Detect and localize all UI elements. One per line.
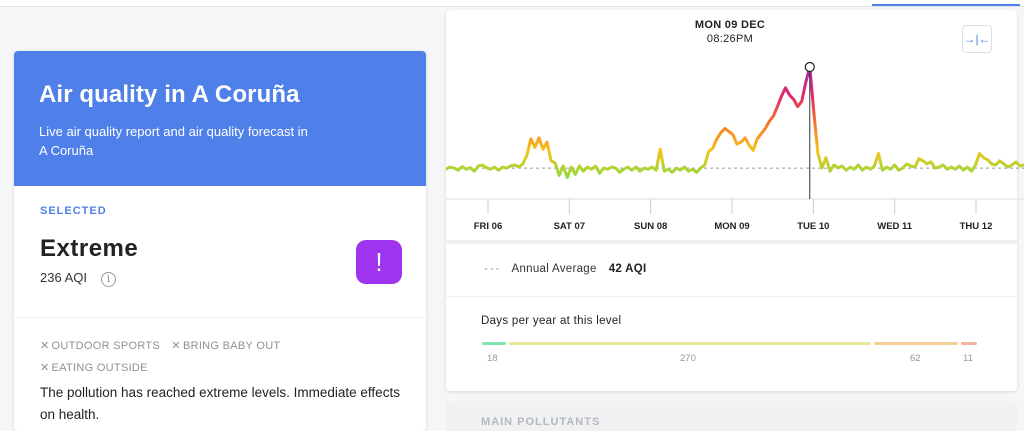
extreme-alert-icon: ! [356,240,402,284]
dashed-line-icon: --- [484,263,502,275]
aqi-line-chart[interactable]: FRI 06 SAT 07 SUN 08 MON 09 TUE 10 WED 11 THU … [446,0,1024,240]
selected-point-marker[interactable] [804,61,815,73]
main-pollutants-card[interactable]: MAIN POLLUTANTS [446,401,1017,431]
x-tick-label: SUN 08 [634,221,667,232]
collapse-horizontal-icon: →|← [963,32,991,46]
level-description: The pollution has reached extreme levels… [40,385,400,422]
collapse-chart-button[interactable]: →|← [962,25,992,53]
close-icon: ✕ [171,340,181,352]
days-count: 18 [487,353,498,364]
days-count: 270 [680,353,696,364]
divider [446,240,1017,244]
selected-aqi: 236 AQI [40,270,87,285]
active-tab-indicator [872,4,1020,6]
annual-average-row: --- Annual Average 42 AQI [484,263,647,275]
x-tick-label: FRI 06 [474,221,503,232]
days-count: 11 [963,353,973,364]
health-recommendations: ✕ OUTDOOR SPORTS ✕ BRING BABY OUT ✕ EATING … [40,335,370,379]
main-pollutants-title: MAIN POLLUTANTS [481,416,601,428]
aqi-series-line [446,65,1024,179]
close-icon: ✕ [40,362,50,374]
days-bar-moderate [509,342,871,345]
days-bar-unhealthy-sensitive [874,342,958,345]
divider [14,317,426,318]
divider [446,296,1017,297]
city-header: Air quality in A Coruña Live air quality… [14,51,426,186]
info-icon[interactable]: i [101,272,116,287]
close-icon: ✕ [40,340,50,352]
top-bar [0,0,1024,7]
selected-label: SELECTED [40,205,107,217]
page-subtitle: Live air quality report and air quality … [39,124,308,158]
selected-level: Extreme [40,235,139,262]
city-summary-card: Air quality in A Coruña Live air quality… [14,51,426,431]
tooltip-time: 08:26PM [706,33,754,45]
annual-average-value: 42 AQI [608,263,647,275]
x-tick-label: THU 12 [960,221,993,232]
recommendation-tag: ✕ BRING BABY OUT [171,340,281,352]
x-tick-label: MON 09 [714,221,749,232]
days-count: 62 [910,353,921,364]
page-title: Air quality in A Coruña [39,81,300,108]
recommendation-tag: ✕ EATING OUTSIDE [40,362,148,374]
annual-average-label: Annual Average [511,263,597,275]
recommendation-tag: ✕ OUTDOOR SPORTS [40,340,161,352]
days-bar-unhealthy [961,342,977,345]
x-tick-label: TUE 10 [797,221,829,232]
x-tick-label: SAT 07 [554,221,586,232]
days-per-year-title: Days per year at this level [481,315,622,327]
x-tick-label: WED 11 [877,221,913,232]
tooltip-date: MON 09 DEC [694,19,766,31]
days-bar-good [482,342,506,345]
